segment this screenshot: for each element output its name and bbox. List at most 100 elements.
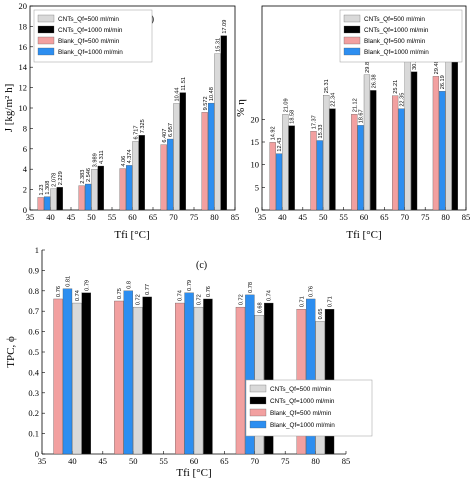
x-axis-title: Tfi [°C] [114, 229, 149, 241]
bar-cnts_1000 [81, 292, 91, 455]
bar-blank_500 [310, 131, 317, 211]
y-tick-label: 20 [19, 1, 28, 11]
legend-label: CNTs_Qf=1000 ml/min [270, 398, 335, 405]
x-tick-label: 65 [149, 212, 158, 222]
data-label: 4.06 [121, 156, 127, 167]
legend-label: CNTs_Qf=500 ml/min [270, 386, 331, 393]
data-label: 0.79 [84, 280, 90, 291]
x-tick-label: 50 [319, 212, 328, 222]
x-axis-title: Tfi [°C] [346, 229, 381, 241]
data-label: 4.311 [99, 150, 105, 164]
x-tick-label: 80 [311, 456, 320, 466]
bar-cnts_1000 [451, 53, 458, 211]
data-label: 26.19 [440, 75, 446, 89]
legend-label: CNTs_Qf=500 ml/min [58, 16, 119, 23]
x-tick-label: 70 [251, 456, 260, 466]
x-tick-label: 55 [108, 212, 117, 222]
data-label: 0.8 [126, 281, 132, 289]
bar-blank_500 [432, 76, 440, 211]
x-tick-label: 85 [231, 212, 240, 222]
x-tick-label: 40 [278, 212, 287, 222]
x-tick-label: 70 [169, 212, 178, 222]
data-label: 22.35 [399, 93, 405, 107]
legend: CNTs_Qf=500 ml/min CNTs_Qf=1000 ml/min Bla… [339, 9, 463, 63]
data-label: 11.51 [181, 77, 187, 91]
legend-swatch-cnts_500 [343, 14, 361, 23]
data-label: 1.23 [39, 185, 45, 196]
data-label: 0.76 [309, 286, 315, 297]
data-label: 6.957 [168, 123, 174, 137]
bar-blank_1000 [43, 196, 51, 211]
x-tick-label: 65 [380, 212, 389, 222]
bar-blank_1000 [125, 165, 133, 211]
data-label: 4.374 [127, 149, 133, 163]
bar-cnts_500 [363, 74, 371, 211]
x-tick-label: 40 [46, 212, 55, 222]
x-tick-label: 45 [99, 456, 108, 466]
y-tick-label: 0.9 [28, 265, 39, 275]
bar-cnts_500 [133, 306, 143, 455]
data-label: 6.407 [162, 129, 168, 143]
bar-cnts_1000 [203, 298, 213, 455]
data-label: 6.717 [133, 125, 139, 139]
legend-swatch-cnts_500 [249, 384, 267, 393]
chart-panel-c: 0 0.1 0.2 0.3 0.4 0.5 0.6 0.7 0.8 0.9 1 35 40 45 50 55 6… [5, 245, 373, 479]
bar-blank_500 [114, 300, 124, 455]
bar-blank_1000 [84, 183, 92, 211]
data-label: 29.82 [365, 59, 371, 73]
legend-label: Blank_Qf=1000 ml/min [270, 422, 335, 429]
panel-label: (c) [196, 260, 207, 271]
legend-swatch-blank_500 [37, 36, 55, 45]
y-tick-label: 18 [19, 21, 28, 31]
x-tick-label: 65 [220, 456, 229, 466]
data-label: 2.229 [58, 171, 64, 185]
bar-cnts_500 [282, 114, 289, 211]
bar-cnts_500 [173, 103, 180, 211]
data-label: 0.72 [197, 294, 203, 305]
bar-blank_500 [37, 197, 44, 211]
y-tick-label: 0.3 [28, 388, 39, 398]
bar-blank_1000 [166, 138, 174, 211]
legend-label: CNTs_Qf=1000 ml/min [58, 27, 123, 34]
y-tick-label: 0.4 [28, 367, 39, 377]
data-label: 18.67 [359, 109, 365, 123]
y-tick-label: 16 [19, 42, 28, 52]
x-tick-label: 70 [401, 212, 410, 222]
bar-cnts_500 [72, 302, 82, 455]
legend-label: Blank_Qf=1000 ml/min [364, 49, 429, 56]
bar-blank_1000 [275, 153, 283, 211]
legend-label: Blank_Qf=1000 ml/min [58, 49, 123, 56]
y-tick-label: 5 [255, 182, 259, 192]
bar-blank_1000 [123, 290, 133, 455]
legend-swatch-blank_1000 [249, 420, 267, 429]
y-tick-label: 4 [23, 164, 28, 174]
y-axis-title: TPC, ϕ [5, 336, 17, 368]
data-label: 29.48 [434, 60, 440, 74]
data-label: 0.72 [136, 294, 142, 305]
chart-panel-a: 0 2 4 6 8 10 12 14 16 18 20 35 40 45 50 55 60 65 70 75 80 85 1… [3, 1, 239, 241]
bar-blank_500 [119, 168, 126, 211]
data-label: 21.12 [352, 98, 358, 112]
data-label: 7.325 [140, 119, 146, 133]
data-label: 2.546 [86, 168, 92, 182]
x-tick-label: 60 [190, 456, 199, 466]
bar-blank_500 [201, 112, 208, 211]
x-tick-label: 35 [38, 456, 47, 466]
x-tick-label: 75 [281, 456, 290, 466]
bar-cnts_1000 [264, 302, 274, 455]
legend-box [245, 379, 373, 437]
legend-swatch-cnts_1000 [249, 396, 267, 405]
data-label: 0.74 [178, 290, 184, 301]
bar-blank_500 [78, 185, 85, 211]
bar-cnts_1000 [56, 187, 63, 211]
y-tick-label: 0.8 [28, 286, 39, 296]
data-label: 0.74 [267, 290, 273, 301]
chart-panel-b: 0 5 10 15 20 35 40 45 50 55 60 65 70 75 80 85 14.9212.43… [235, 5, 470, 241]
y-tick-label: 8 [23, 123, 27, 133]
x-tick-label: 80 [210, 212, 219, 222]
bar-cnts_1000 [410, 71, 418, 211]
legend-swatch-blank_500 [343, 36, 361, 45]
data-label: 0.68 [257, 302, 263, 313]
x-axis-title: Tfi [°C] [176, 467, 211, 479]
y-tick-label: 20 [251, 114, 260, 124]
